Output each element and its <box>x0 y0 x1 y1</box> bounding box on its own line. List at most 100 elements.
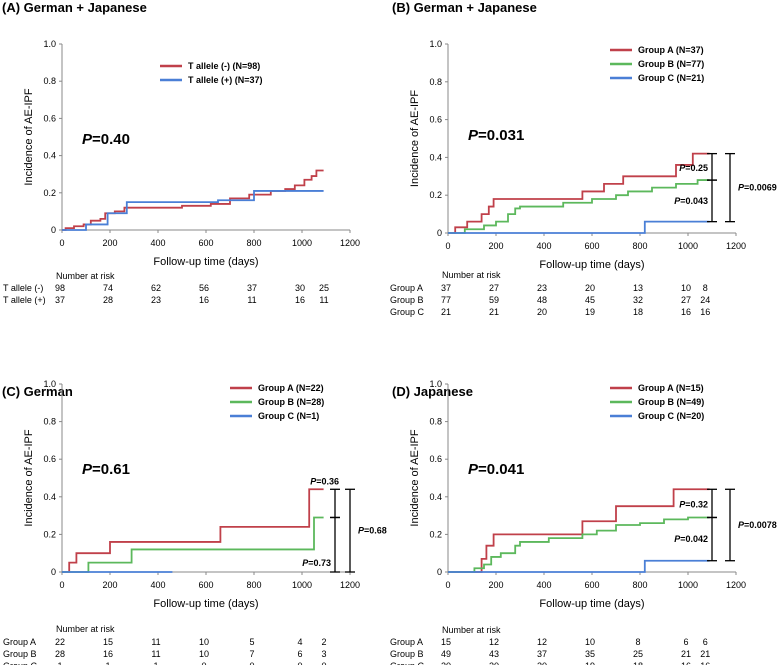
x-tick-label: 200 <box>488 241 503 251</box>
risk-cell: 5 <box>249 637 254 647</box>
y-tick-label: 1.0 <box>429 39 442 49</box>
x-axis-label: Follow-up time (days) <box>153 256 258 268</box>
risk-cell: 11 <box>151 649 160 659</box>
y-tick-label: 0.4 <box>43 151 56 161</box>
risk-cell: 77 <box>441 295 451 305</box>
risk-cell: 24 <box>700 295 710 305</box>
p-value: =0.36 <box>316 476 339 486</box>
p-value: =0.73 <box>308 558 331 568</box>
risk-cell: 16 <box>700 307 710 317</box>
risk-table-header: Number at risk <box>56 624 115 634</box>
risk-cell: 16 <box>681 661 691 665</box>
risk-cell: 0 <box>321 661 326 665</box>
risk-cell: 21 <box>489 307 499 317</box>
risk-row-label: T allele (-) <box>3 283 43 293</box>
risk-cell: 20 <box>489 661 499 665</box>
risk-cell: 7 <box>249 649 254 659</box>
risk-cell: 16 <box>681 307 691 317</box>
risk-cell: 49 <box>441 649 451 659</box>
y-tick-label: 0.6 <box>43 113 56 123</box>
y-tick-label: 0.4 <box>429 152 442 162</box>
risk-cell: 16 <box>103 649 113 659</box>
risk-cell: 48 <box>537 295 547 305</box>
x-tick-label: 1000 <box>292 238 312 248</box>
series-line-green <box>62 516 324 573</box>
risk-cell: 15 <box>441 637 451 647</box>
legend-label: Group A (N=15) <box>638 383 704 393</box>
risk-cell: 28 <box>55 649 65 659</box>
overall-p-value: P=0.40 <box>82 131 130 148</box>
series-line-blue <box>448 220 710 234</box>
series-line-green <box>448 516 710 573</box>
x-tick-label: 1200 <box>726 241 746 251</box>
risk-cell: 10 <box>681 283 691 293</box>
p-value: =0.0078 <box>744 520 777 530</box>
legend-label: T allele (-) (N=98) <box>188 61 260 71</box>
risk-cell: 0 <box>249 661 254 665</box>
legend-label: Group A (N=22) <box>258 383 324 393</box>
y-tick-label: 0 <box>51 567 56 577</box>
overall-p-value: P=0.61 <box>82 461 130 478</box>
risk-row-label: Group A <box>390 283 423 293</box>
risk-row-label: Group C <box>390 307 425 317</box>
risk-cell: 43 <box>489 649 499 659</box>
x-tick-label: 200 <box>102 238 117 248</box>
risk-cell: 20 <box>585 283 595 293</box>
series-line-red <box>62 488 324 573</box>
series-line-red <box>62 169 324 231</box>
panel-1: (A) German + Japanese 0 0.2 0.4 0.6 0.8 1.0 0 20… <box>2 0 360 305</box>
risk-cell: 19 <box>585 307 595 317</box>
risk-cell: 6 <box>703 637 708 647</box>
legend-label: Group C (N=1) <box>258 411 319 421</box>
risk-cell: 20 <box>441 661 451 665</box>
risk-cell: 13 <box>633 283 643 293</box>
x-tick-label: 0 <box>445 580 450 590</box>
risk-cell: 27 <box>681 295 691 305</box>
p-italic: P <box>358 526 365 536</box>
risk-cell: 6 <box>297 649 302 659</box>
p-value: =0.32 <box>685 499 708 509</box>
series-line-green <box>448 179 710 234</box>
p-italic: P <box>674 534 681 544</box>
risk-cell: 18 <box>633 661 643 665</box>
risk-cell: 27 <box>489 283 499 293</box>
p-italic: P <box>674 196 681 206</box>
series-line-blue <box>62 190 324 231</box>
y-tick-label: 0.2 <box>43 188 56 198</box>
panel-title: (C) German <box>2 384 73 399</box>
risk-cell: 11 <box>151 637 160 647</box>
risk-cell: 19 <box>585 661 595 665</box>
x-tick-label: 400 <box>150 580 165 590</box>
risk-row-label: T allele (+) <box>3 295 46 305</box>
p-italic: P <box>738 183 745 193</box>
risk-cell: 2 <box>321 637 326 647</box>
x-tick-label: 400 <box>536 241 551 251</box>
y-tick-label: 1.0 <box>43 39 56 49</box>
risk-cell: 20 <box>537 661 547 665</box>
x-axis-label: Follow-up time (days) <box>539 598 644 610</box>
y-axis-label: Incidence of AE-IPF <box>409 429 421 526</box>
risk-cell: 37 <box>441 283 451 293</box>
y-tick-label: 0.2 <box>429 529 442 539</box>
legend-label: Group A (N=37) <box>638 45 704 55</box>
y-axis-label: Incidence of AE-IPF <box>23 429 35 526</box>
p-value: =0.041 <box>478 461 524 478</box>
y-tick-label: 0 <box>437 567 442 577</box>
x-tick-label: 800 <box>632 580 647 590</box>
p-value: =0.031 <box>478 127 524 144</box>
bracket-p-value: P=0.0078 <box>738 520 777 530</box>
risk-cell: 1 <box>57 661 62 665</box>
x-tick-label: 1000 <box>292 580 312 590</box>
risk-cell: 59 <box>489 295 499 305</box>
risk-row-label: Group C <box>390 661 425 665</box>
y-tick-label: 0 <box>51 225 56 235</box>
risk-cell: 62 <box>151 283 161 293</box>
bracket-p-value: P=0.36 <box>310 476 339 486</box>
p-value: =0.25 <box>685 163 708 173</box>
risk-cell: 1 <box>105 661 110 665</box>
y-tick-label: 0.2 <box>429 190 442 200</box>
legend-label: Group C (N=20) <box>638 411 704 421</box>
p-italic: P <box>679 163 686 173</box>
risk-cell: 56 <box>199 283 209 293</box>
